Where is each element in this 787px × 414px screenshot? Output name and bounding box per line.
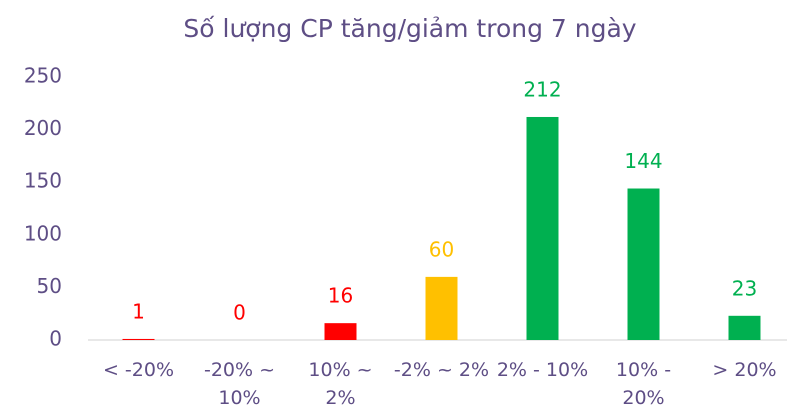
y-tick-label: 100 <box>24 221 62 245</box>
data-label: 60 <box>429 237 454 261</box>
x-tick-label: 2% - 10% <box>496 359 589 381</box>
bar <box>728 315 761 340</box>
y-tick-label: 200 <box>24 116 62 140</box>
y-tick-label: 150 <box>24 169 62 193</box>
x-tick-label: > 20% <box>712 359 777 381</box>
bar <box>324 323 357 340</box>
bar <box>425 276 458 340</box>
bar <box>627 188 660 340</box>
data-label: 144 <box>624 149 662 173</box>
y-tick-label: 250 <box>24 64 62 88</box>
data-label: 1 <box>132 299 145 323</box>
data-label: 16 <box>328 284 353 308</box>
bar <box>526 116 559 340</box>
x-tick-label: -20% ~ 10% <box>203 359 276 409</box>
x-tick-label: < -20% <box>102 359 175 381</box>
x-tick-label: -2% ~ 2% <box>393 359 490 381</box>
y-tick-label: 50 <box>37 274 62 298</box>
data-label: 0 <box>233 301 246 325</box>
bar <box>122 338 155 340</box>
x-tick-label: 10% ~ 2% <box>308 359 373 409</box>
data-label: 212 <box>523 77 561 101</box>
y-tick-label: 0 <box>49 327 62 351</box>
data-label: 23 <box>732 276 757 300</box>
x-tick-label: 10% - 20% <box>615 359 672 409</box>
chart-title: Số lượng CP tăng/giảm trong 7 ngày <box>183 14 636 43</box>
